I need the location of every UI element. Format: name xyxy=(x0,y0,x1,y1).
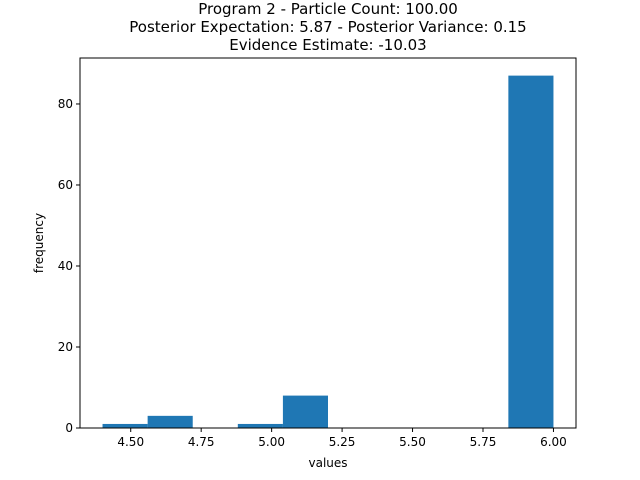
x-tick-label: 5.00 xyxy=(258,435,285,449)
x-tick-label: 5.25 xyxy=(329,435,356,449)
y-tick-label: 20 xyxy=(58,340,73,354)
y-tick-label: 0 xyxy=(65,421,73,435)
x-axis-label: values xyxy=(308,456,347,470)
x-tick-label: 4.75 xyxy=(188,435,215,449)
y-tick-label: 60 xyxy=(58,178,73,192)
x-tick-label: 4.50 xyxy=(117,435,144,449)
y-axis-label: frequency xyxy=(32,213,46,273)
x-tick-label: 5.75 xyxy=(470,435,497,449)
histogram-bar-4 xyxy=(282,395,328,428)
histogram-bar-9 xyxy=(508,75,554,428)
histogram-bar-1 xyxy=(147,415,193,428)
chart-title: Program 2 - Particle Count: 100.00 Poste… xyxy=(129,0,526,54)
title-line-3: Evidence Estimate: -10.03 xyxy=(229,36,426,54)
histogram-bar-0 xyxy=(102,423,148,428)
bars-group xyxy=(102,75,554,428)
x-tick-label: 6.00 xyxy=(540,435,567,449)
x-axis-ticks: 4.50 4.75 5.00 5.25 5.50 5.75 6.00 xyxy=(117,428,567,449)
y-axis-ticks: 0 20 40 60 80 xyxy=(58,97,80,435)
y-tick-label: 40 xyxy=(58,259,73,273)
y-tick-label: 80 xyxy=(58,97,73,111)
plot-frame xyxy=(79,57,577,429)
x-tick-label: 5.50 xyxy=(399,435,426,449)
histogram-bar-3 xyxy=(237,423,283,428)
title-line-1: Program 2 - Particle Count: 100.00 xyxy=(198,0,458,18)
title-line-2: Posterior Expectation: 5.87 - Posterior … xyxy=(129,18,526,36)
